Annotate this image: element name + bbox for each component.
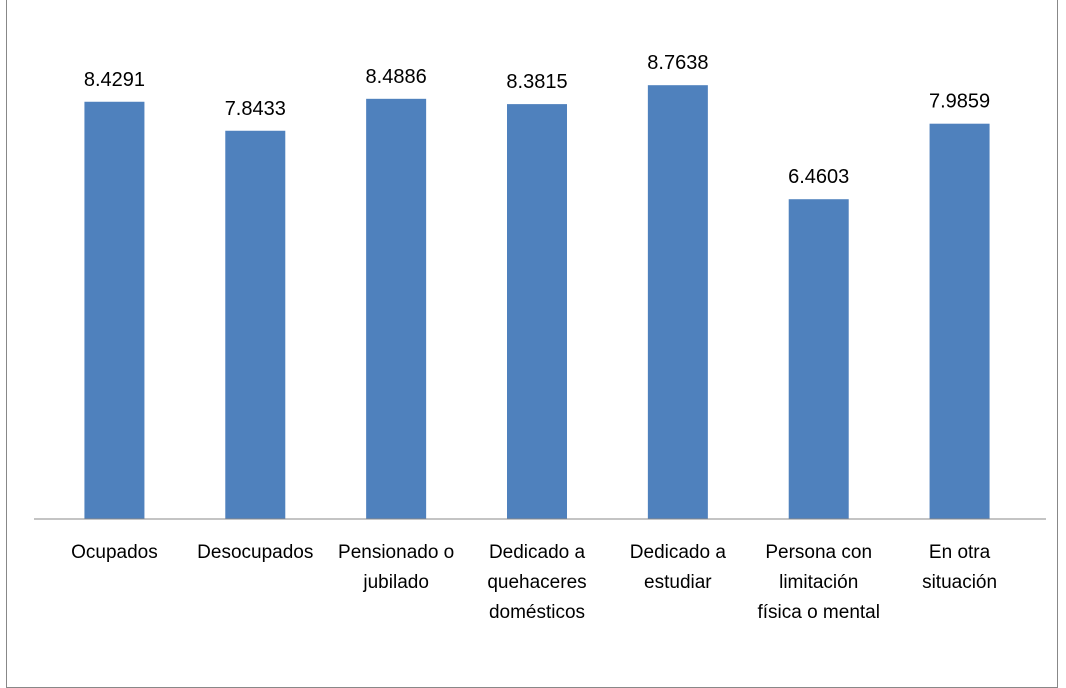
x-tick-label: Persona con limitación física o mental — [757, 542, 880, 623]
page: {"chart_data": {"type": "bar", "categori… — [6, 0, 1058, 688]
bar — [507, 104, 567, 519]
x-tick-label: Desocupados — [197, 542, 314, 563]
x-tick-label: Dedicado a estudiar — [629, 542, 726, 593]
value-label: 8.4886 — [366, 66, 427, 88]
value-label: 7.8433 — [225, 98, 286, 120]
bar — [366, 98, 427, 519]
value-label: 8.7638 — [647, 52, 708, 74]
x-tick-label: En otra situación — [922, 542, 998, 593]
bar — [788, 199, 849, 519]
bar — [647, 85, 708, 520]
bar — [225, 130, 286, 519]
x-tick-label: Ocupados — [71, 542, 158, 563]
x-tick-label: Pensionado o jubilado — [338, 542, 455, 593]
value-label: 7.9859 — [929, 91, 990, 113]
value-label: 8.3815 — [506, 71, 567, 93]
bar — [84, 101, 145, 519]
x-tick-label: Dedicado a quehaceres domésticos — [487, 542, 587, 623]
value-label: 8.4291 — [84, 69, 145, 91]
chart: 8.4291 7.8433 8.4886 8.3815 8.7638 6.4603 7.98… — [34, 52, 1046, 520]
value-label: 6.4603 — [788, 166, 849, 188]
bar — [929, 123, 990, 520]
